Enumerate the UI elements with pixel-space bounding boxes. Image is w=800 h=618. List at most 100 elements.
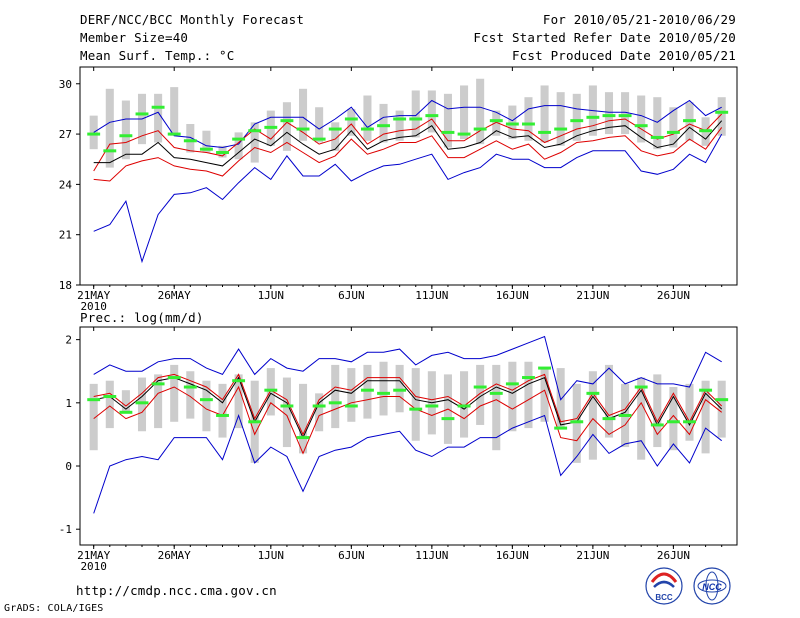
median-mark bbox=[442, 417, 455, 420]
median-mark bbox=[168, 133, 181, 136]
median-mark bbox=[651, 423, 664, 426]
temperature-panel: 182124273021MAY 26MAY 1JUN 6JUN 11JUN 16JUN 21… bbox=[59, 67, 737, 313]
ensemble-box bbox=[412, 368, 420, 441]
ensemble-box bbox=[653, 97, 661, 149]
y-tick-label: 0 bbox=[65, 460, 72, 473]
median-mark bbox=[264, 126, 277, 129]
median-mark bbox=[297, 128, 310, 131]
median-mark bbox=[425, 114, 438, 117]
x-tick-label: 26MAY bbox=[158, 289, 191, 302]
median-mark bbox=[570, 119, 583, 122]
ensemble-box bbox=[524, 97, 532, 141]
median-mark bbox=[554, 427, 567, 430]
ensemble-box bbox=[202, 381, 210, 432]
ncc-logo-text: NCC bbox=[702, 582, 722, 592]
median-mark bbox=[280, 404, 293, 407]
median-mark bbox=[586, 392, 599, 395]
median-mark bbox=[345, 404, 358, 407]
x-tick-label: 21JUN bbox=[576, 289, 609, 302]
ensemble-box bbox=[380, 362, 388, 416]
ensemble-box bbox=[170, 87, 178, 136]
ensemble-box bbox=[170, 365, 178, 422]
x-tick-label: 26JUN bbox=[657, 289, 690, 302]
median-mark bbox=[506, 123, 519, 126]
ensemble-box bbox=[315, 107, 323, 142]
median-mark bbox=[103, 395, 116, 398]
precipitation-panel: -101221MAY 26MAY 1JUN 6JUN 11JUN 16JUN 21JUN 26… bbox=[59, 327, 737, 573]
median-mark bbox=[216, 151, 229, 154]
ensemble-box bbox=[573, 94, 581, 141]
median-mark bbox=[538, 367, 551, 370]
median-mark bbox=[361, 128, 374, 131]
median-mark bbox=[136, 401, 149, 404]
median-mark bbox=[409, 117, 422, 120]
x-tick-label: 16JUN bbox=[496, 289, 529, 302]
median-mark bbox=[313, 404, 326, 407]
ensemble-box bbox=[444, 94, 452, 148]
ensemble-box bbox=[605, 365, 613, 438]
ensemble-box bbox=[347, 109, 355, 136]
median-mark bbox=[232, 379, 245, 382]
y-tick-label: 1 bbox=[65, 397, 72, 410]
bcc-logo: BCC bbox=[646, 568, 682, 604]
median-mark bbox=[474, 386, 487, 389]
ensemble-box bbox=[557, 92, 565, 146]
median-mark bbox=[377, 392, 390, 395]
median-mark bbox=[329, 401, 342, 404]
median-mark bbox=[683, 420, 696, 423]
median-mark bbox=[136, 112, 149, 115]
y-tick-label: 18 bbox=[59, 279, 72, 292]
median-mark bbox=[699, 129, 712, 132]
median-mark bbox=[667, 420, 680, 423]
median-mark bbox=[635, 386, 648, 389]
median-mark bbox=[715, 398, 728, 401]
ensemble-box bbox=[138, 378, 146, 432]
median-mark bbox=[280, 119, 293, 122]
median-mark bbox=[458, 133, 471, 136]
median-mark bbox=[216, 414, 229, 417]
median-mark bbox=[313, 138, 326, 141]
median-mark bbox=[506, 382, 519, 385]
ensemble-box bbox=[412, 90, 420, 137]
ensemble-box bbox=[251, 122, 259, 162]
ensemble-box bbox=[718, 381, 726, 438]
ensemble-box bbox=[541, 368, 549, 422]
x-tick-label: 11JUN bbox=[415, 289, 448, 302]
ncc-logo: NCC bbox=[694, 568, 730, 604]
ensemble-box bbox=[154, 94, 162, 143]
ensemble-box bbox=[299, 384, 307, 454]
median-mark bbox=[87, 133, 100, 136]
ensemble-box bbox=[476, 79, 484, 144]
median-mark bbox=[474, 128, 487, 131]
y-tick-label: 21 bbox=[59, 229, 72, 242]
median-mark bbox=[232, 138, 245, 141]
median-mark bbox=[297, 436, 310, 439]
median-mark bbox=[490, 119, 503, 122]
bcc-logo-text: BCC bbox=[655, 593, 673, 602]
ensemble-box bbox=[508, 106, 516, 140]
median-mark bbox=[425, 404, 438, 407]
ensemble-box bbox=[653, 374, 661, 447]
forecast-chart: 182124273021MAY 26MAY 1JUN 6JUN 11JUN 16JUN 21… bbox=[0, 0, 800, 618]
median-mark bbox=[168, 376, 181, 379]
median-mark bbox=[522, 376, 535, 379]
median-mark bbox=[458, 404, 471, 407]
median-mark bbox=[667, 131, 680, 134]
median-mark bbox=[635, 124, 648, 127]
median-mark bbox=[715, 111, 728, 114]
x-tick-label: 21JUN bbox=[576, 549, 609, 562]
ensemble-box bbox=[363, 365, 371, 419]
x-tick-label: 6JUN bbox=[338, 289, 365, 302]
median-mark bbox=[248, 420, 261, 423]
median-mark bbox=[87, 398, 100, 401]
x-tick-label: 1JUN bbox=[258, 289, 285, 302]
ensemble-box bbox=[106, 381, 114, 428]
source-url[interactable]: http://cmdp.ncc.cma.gov.cn bbox=[76, 583, 277, 598]
year-label: 2010 bbox=[80, 560, 107, 573]
median-mark bbox=[264, 389, 277, 392]
median-mark bbox=[409, 408, 422, 411]
x-tick-label: 1JUN bbox=[258, 549, 285, 562]
envelope-min-line bbox=[94, 134, 722, 261]
ensemble-box bbox=[186, 124, 194, 153]
x-tick-label: 26MAY bbox=[158, 549, 191, 562]
